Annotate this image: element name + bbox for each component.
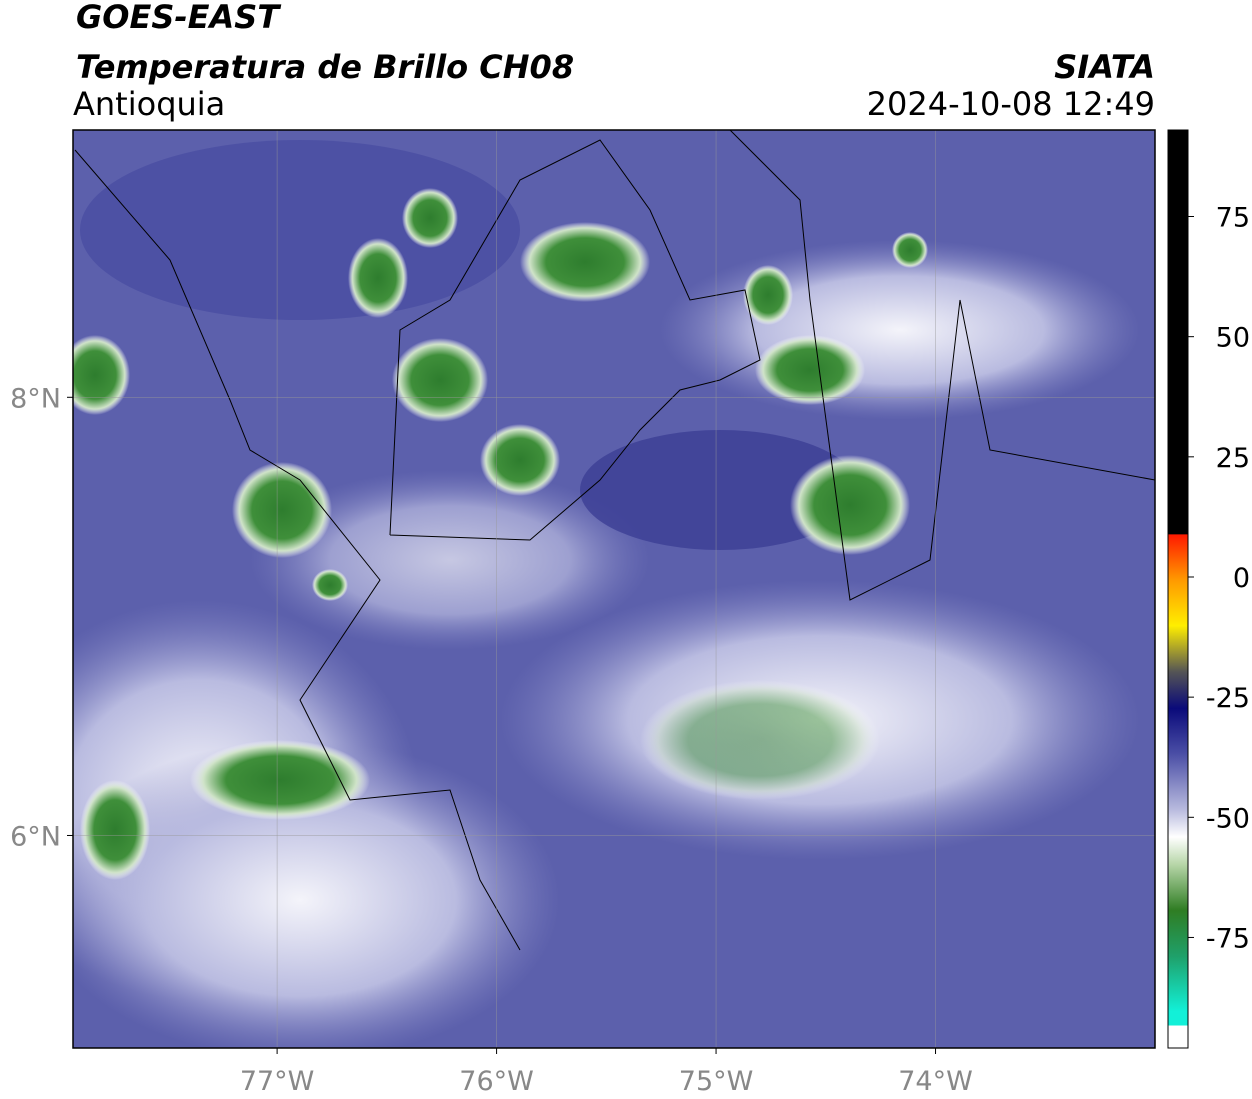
y-tick-label: 6°N — [10, 821, 61, 852]
x-tick-label: 77°W — [240, 1066, 315, 1097]
colorbar-tick-label: -75 — [1206, 923, 1250, 954]
subtitle: Temperatura de Brillo CH08 — [76, 48, 574, 86]
map-frame — [72, 129, 1156, 1049]
colorbar-tick-label: 50 — [1216, 323, 1250, 354]
x-tick-label: 76°W — [459, 1066, 534, 1097]
y-tick-label: 8°N — [10, 383, 61, 414]
x-tick-label: 75°W — [679, 1066, 754, 1097]
colorbar-tick-label: 25 — [1216, 443, 1250, 474]
colorbar-tick-label: 0 — [1233, 563, 1250, 594]
colorbar-tick-label: -50 — [1206, 803, 1250, 834]
title: GOES-EAST — [76, 0, 281, 36]
grid — [73, 130, 1155, 1048]
satellite-image — [73, 130, 1155, 1048]
region: Antioquia — [73, 85, 225, 123]
colorbar-tick-label: -25 — [1206, 683, 1250, 714]
x-tick-label: 74°W — [898, 1066, 973, 1097]
source: SIATA — [1054, 48, 1155, 86]
colorbar-tick-label: 75 — [1216, 203, 1250, 234]
colorbar — [1167, 129, 1189, 1049]
datetime: 2024-10-08 12:49 — [867, 85, 1155, 123]
